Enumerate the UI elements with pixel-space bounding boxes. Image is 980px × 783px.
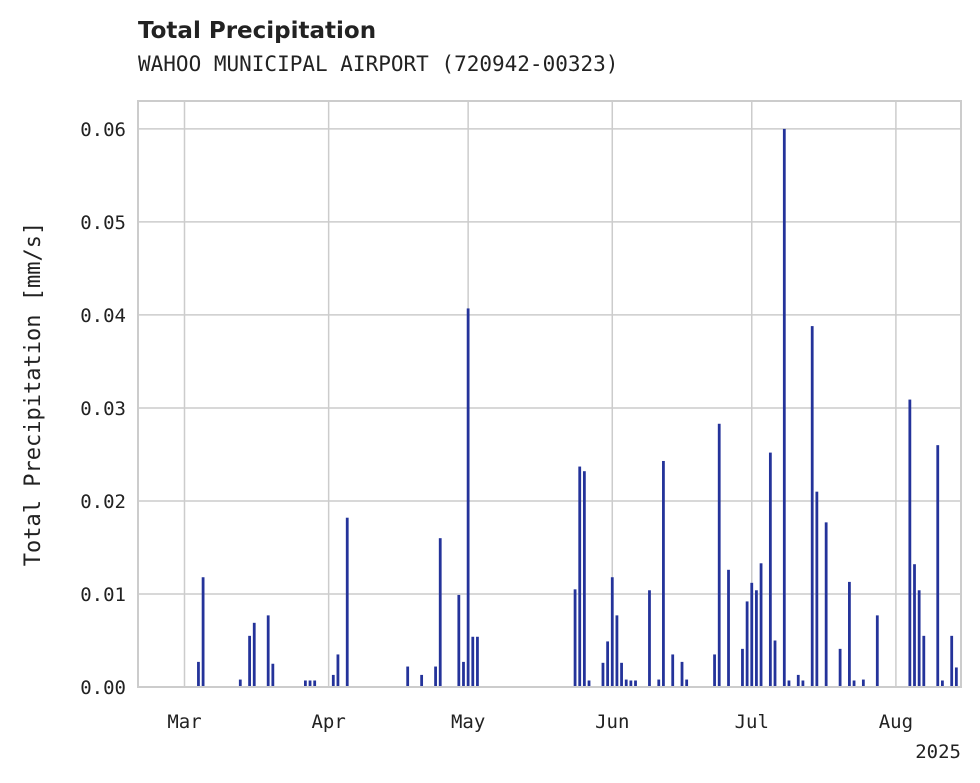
precipitation-bar — [787, 680, 791, 687]
precipitation-bar — [434, 666, 437, 687]
precipitation-bar — [685, 679, 689, 687]
precipitation-bar — [629, 680, 633, 687]
precipitation-bar — [861, 679, 865, 687]
precipitation-bar — [582, 471, 586, 687]
y-tick-label: 0.04 — [80, 305, 126, 327]
precipitation-bar — [680, 661, 684, 687]
precipitation-bar — [336, 654, 340, 687]
precipitation-bar — [466, 308, 470, 687]
precipitation-bar — [727, 569, 730, 687]
precipitation-bar — [457, 594, 461, 687]
precipitation-bar — [954, 667, 958, 687]
precipitation-bar — [759, 563, 763, 687]
precipitation-bar — [266, 615, 270, 687]
precipitation-bar — [601, 662, 605, 687]
grid-lines — [138, 101, 961, 688]
y-tick-label: 0.01 — [80, 584, 126, 606]
precipitation-bar — [810, 326, 814, 687]
precipitation-bar — [606, 641, 610, 687]
precipitation-bar — [252, 622, 256, 687]
precipitation-bar — [476, 636, 479, 687]
precipitation-bar — [717, 423, 721, 687]
precipitation-bar — [848, 581, 851, 687]
y-axis-ticks: 0.00 0.01 0.02 0.03 0.04 0.05 0.06 — [80, 119, 126, 699]
precipitation-bars — [197, 128, 958, 687]
precipitation-bar — [345, 517, 349, 687]
precipitation-bar — [610, 577, 614, 687]
precipitation-bar — [201, 577, 205, 687]
precipitation-bar — [917, 590, 921, 687]
precipitation-bar — [824, 522, 828, 687]
precipitation-bar — [573, 589, 577, 687]
precipitation-bar — [197, 661, 200, 687]
precipitation-bar — [936, 445, 940, 687]
precipitation-bar — [852, 680, 856, 687]
x-tick-label: Jun — [595, 711, 629, 733]
precipitation-bar — [922, 635, 926, 687]
precipitation-bar — [750, 582, 754, 687]
precipitation-bar — [657, 679, 661, 687]
precipitation-bar — [815, 491, 819, 687]
precipitation-bar — [782, 128, 786, 687]
precipitation-bar — [838, 648, 842, 687]
precipitation-bar — [634, 680, 637, 687]
precipitation-bar — [941, 680, 944, 687]
x-tick-label: Aug — [879, 711, 913, 733]
y-tick-label: 0.06 — [80, 119, 126, 141]
precipitation-bar — [768, 452, 772, 687]
precipitation-bar — [271, 663, 275, 687]
precipitation-bar — [308, 680, 312, 687]
precipitation-bar — [913, 564, 916, 687]
precipitation-bar — [303, 680, 307, 687]
precipitation-bar — [713, 654, 716, 687]
precipitation-bar — [248, 635, 251, 687]
precipitation-bar — [624, 679, 628, 687]
precipitation-bar — [745, 601, 749, 687]
y-tick-label: 0.00 — [80, 677, 126, 699]
precipitation-bar — [238, 679, 242, 687]
x-tick-label: Jul — [735, 711, 769, 733]
precipitation-bar — [773, 640, 777, 687]
precipitation-bar — [801, 680, 805, 687]
precipitation-bar — [331, 674, 335, 687]
precipitation-bar — [587, 680, 591, 687]
chart-subtitle: WAHOO MUNICIPAL AIRPORT (720942-00323) — [138, 52, 619, 76]
precipitation-bar — [908, 399, 912, 687]
precipitation-bar — [438, 538, 442, 687]
y-tick-label: 0.03 — [80, 398, 126, 420]
x-axis-year-label: 2025 — [915, 741, 961, 763]
precipitation-bar — [462, 661, 465, 687]
precipitation-bar — [648, 590, 651, 687]
x-tick-label: May — [451, 711, 485, 733]
precipitation-bar — [662, 460, 665, 687]
y-tick-label: 0.05 — [80, 212, 126, 234]
plot-frame — [137, 100, 962, 688]
x-tick-label: Mar — [167, 711, 201, 733]
precipitation-bar — [875, 615, 879, 687]
chart-title: Total Precipitation — [138, 18, 377, 44]
precipitation-bar — [741, 648, 744, 687]
precipitation-bar — [406, 666, 410, 687]
precipitation-bar — [313, 680, 317, 687]
x-tick-label: Apr — [311, 711, 345, 733]
precipitation-bar — [620, 662, 623, 687]
y-tick-label: 0.02 — [80, 491, 126, 513]
x-axis-ticks: Mar Apr May Jun Jul Aug — [167, 711, 913, 733]
precipitation-bar — [420, 674, 424, 687]
precipitation-bar — [950, 635, 954, 687]
precipitation-bar — [755, 590, 758, 687]
precipitation-bar — [471, 636, 475, 687]
precipitation-bar — [796, 674, 800, 687]
y-axis-label: Total Precipitation [mm/s] — [21, 222, 46, 566]
precipitation-bar — [671, 654, 675, 687]
precipitation-bar — [615, 615, 619, 687]
precipitation-bar — [578, 466, 582, 687]
